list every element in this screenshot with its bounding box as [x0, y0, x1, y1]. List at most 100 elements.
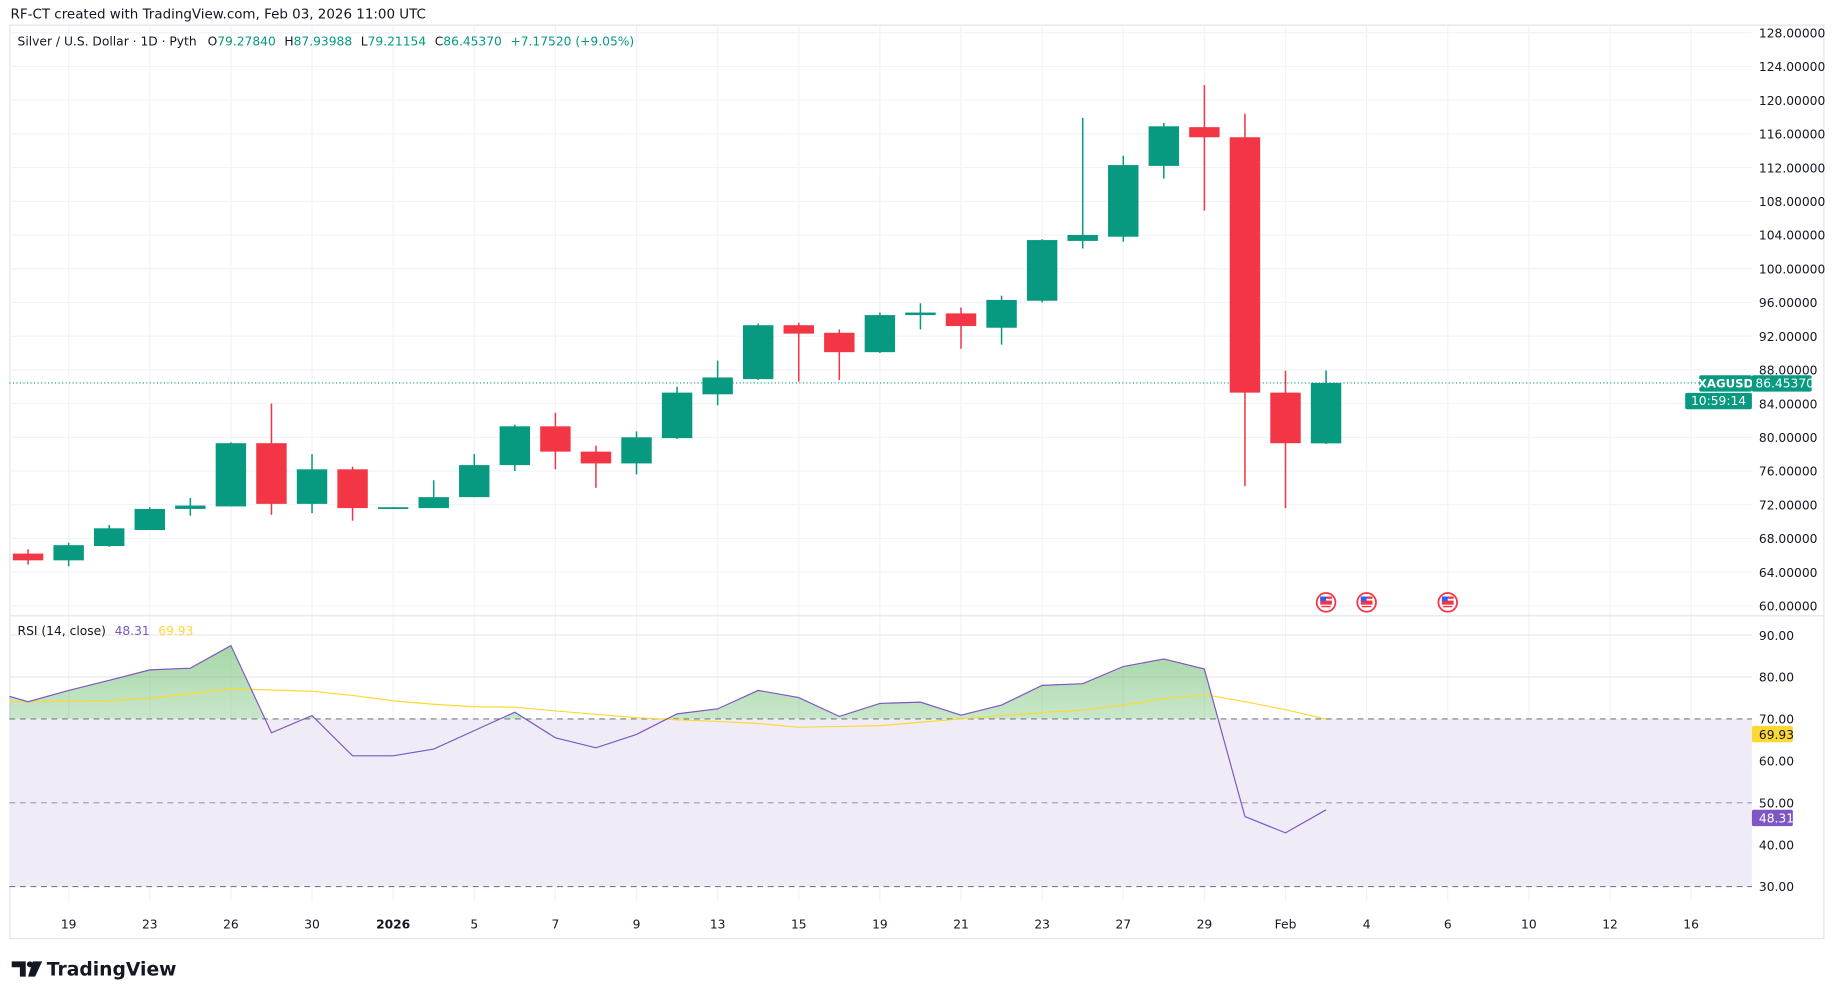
candle[interactable]	[540, 412, 571, 470]
candle[interactable]	[499, 424, 531, 472]
rsi-band-fill	[9, 718, 1752, 887]
candle-body	[377, 507, 409, 509]
credit-text: RF-CT created with TradingView.com, Feb …	[11, 8, 426, 23]
close-value: 86.45370	[443, 35, 502, 49]
candle[interactable]	[1229, 113, 1261, 487]
candle[interactable]	[93, 524, 125, 547]
time-tick-label: 23	[1034, 918, 1050, 932]
rsi-ma-line	[9, 688, 1327, 728]
candle-body	[256, 443, 287, 504]
candle[interactable]	[742, 323, 774, 380]
rsi-ma-axis-label: 69.93	[1759, 728, 1794, 742]
candle[interactable]	[215, 442, 247, 507]
price-tick-label: 96.00000	[1759, 296, 1818, 310]
time-tick-label: 5	[470, 918, 478, 932]
candle-body	[702, 377, 733, 395]
rsi-tick-label: 90.00	[1759, 629, 1794, 643]
rsi-axis[interactable]: 90.00 80.00 70.00 60.00 50.00 40.00 30.00	[1759, 629, 1794, 894]
candle-body	[1270, 392, 1301, 444]
tradingview-logo-text: TradingView	[47, 959, 177, 980]
price-axis[interactable]: 128.00000 124.00000 120.00000 116.00000 112.…	[1759, 26, 1825, 613]
candle[interactable]	[986, 295, 1017, 345]
rsi-value: 48.31	[115, 624, 150, 638]
time-tick-label: 27	[1115, 918, 1131, 932]
candle[interactable]	[1067, 117, 1098, 249]
candle[interactable]	[377, 507, 409, 509]
candle-body	[986, 299, 1017, 328]
candle[interactable]	[459, 454, 490, 498]
time-tick-label: 4	[1363, 918, 1371, 932]
open-label: O	[208, 35, 218, 49]
rsi-tick-label: 50.00	[1759, 796, 1794, 810]
candle-body	[175, 505, 206, 509]
price-tick-label: 64.00000	[1759, 566, 1818, 580]
price-tick-label: 104.00000	[1759, 229, 1825, 243]
candle[interactable]	[783, 322, 814, 382]
price-tick-label: 100.00000	[1759, 262, 1825, 276]
candle-body	[418, 497, 449, 509]
candle-body	[337, 469, 368, 509]
candle[interactable]	[296, 454, 328, 514]
candle-body	[12, 553, 44, 561]
price-tick-label: 112.00000	[1759, 161, 1825, 175]
candle[interactable]	[175, 497, 206, 516]
time-tick-label: 21	[953, 918, 969, 932]
candle[interactable]	[256, 403, 287, 515]
candle-body	[1310, 382, 1342, 444]
candle[interactable]	[1026, 239, 1058, 303]
time-tick-label: 13	[710, 918, 726, 932]
candles[interactable]	[12, 85, 1342, 567]
candle-body	[824, 332, 855, 353]
candle-body	[134, 508, 165, 530]
candle[interactable]	[661, 386, 693, 439]
candle-body	[296, 469, 328, 504]
price-tick-label: 124.00000	[1759, 60, 1825, 74]
candle[interactable]	[1189, 85, 1220, 211]
candle-body	[1229, 137, 1261, 393]
candle[interactable]	[1310, 370, 1342, 444]
candle[interactable]	[1270, 370, 1301, 509]
candle[interactable]	[12, 549, 44, 565]
high-label: H	[284, 35, 293, 49]
candle[interactable]	[621, 431, 652, 475]
us-flag-icon[interactable]	[1437, 592, 1458, 613]
rsi-tick-label: 80.00	[1759, 671, 1794, 685]
candle[interactable]	[418, 480, 449, 509]
us-flag-icon[interactable]	[1315, 592, 1337, 613]
candle[interactable]	[905, 303, 936, 330]
candle-body	[905, 312, 936, 316]
time-axis[interactable]: 19 23 26 30 2026 5 7 9 13 15 19 21 23 27 29 Feb 4 6 10 12 16	[61, 918, 1699, 932]
candle[interactable]	[945, 307, 977, 349]
candle[interactable]	[1148, 122, 1180, 179]
price-tick-label: 76.00000	[1759, 465, 1818, 479]
candle[interactable]	[337, 466, 368, 521]
price-tick-label: 128.00000	[1759, 26, 1825, 40]
price-tick-label: 120.00000	[1759, 94, 1825, 108]
time-tick-label: 9	[633, 918, 641, 932]
candle-body	[53, 545, 84, 561]
candle[interactable]	[824, 329, 855, 380]
time-tick-label: 12	[1602, 918, 1618, 932]
rsi-tick-label: 40.00	[1759, 838, 1794, 852]
symbol-price-label: XAGUSD 86.45370 10:59:14	[1685, 375, 1814, 410]
price-tick-label: 84.00000	[1759, 397, 1818, 411]
candle-body	[783, 325, 814, 334]
time-tick-label: 16	[1683, 918, 1699, 932]
candle[interactable]	[864, 312, 896, 354]
tradingview-logo[interactable]: TradingView	[11, 959, 177, 980]
price-tick-label: 108.00000	[1759, 195, 1825, 209]
price-tick-label: 92.00000	[1759, 330, 1818, 344]
candle[interactable]	[580, 445, 612, 488]
bar-countdown: 10:59:14	[1691, 394, 1746, 408]
symbol-legend[interactable]: Silver / U.S. Dollar · 1D · Pyth O79.278…	[18, 35, 635, 49]
candle[interactable]	[53, 542, 84, 567]
candle[interactable]	[702, 360, 733, 406]
candle[interactable]	[1108, 155, 1139, 242]
candle[interactable]	[134, 507, 165, 530]
candle-body	[580, 451, 612, 464]
us-flag-icon[interactable]	[1356, 592, 1377, 613]
event-markers[interactable]	[1315, 592, 1458, 613]
rsi-legend[interactable]: RSI (14, close) 48.31 69.93	[18, 624, 194, 638]
candle-body	[1148, 126, 1180, 166]
